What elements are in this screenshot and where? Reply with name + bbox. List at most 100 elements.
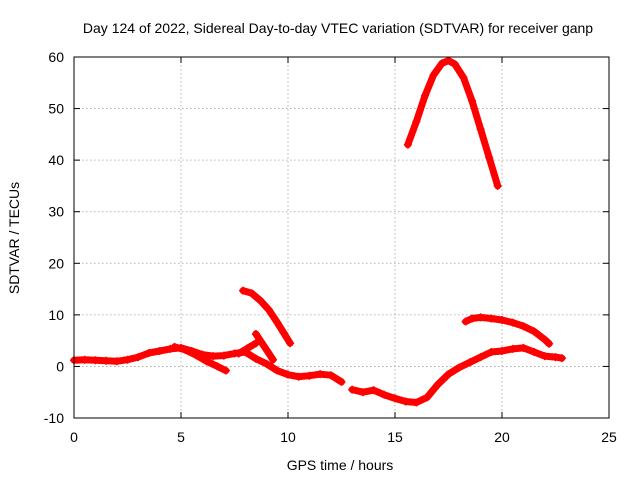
y-tick-label: 60 <box>48 49 64 65</box>
data-point <box>209 352 218 361</box>
data-point <box>530 347 539 356</box>
y-tick-label: 20 <box>48 255 64 271</box>
data-point <box>498 346 506 355</box>
data-point <box>260 342 269 351</box>
data-point <box>202 357 211 366</box>
data-point <box>433 380 442 389</box>
data-point <box>508 318 517 327</box>
data-point <box>423 393 432 402</box>
y-tick-label: 40 <box>48 152 64 168</box>
data-point <box>465 358 474 367</box>
data-point <box>403 140 412 149</box>
data-point <box>401 397 410 406</box>
data-point <box>181 345 190 354</box>
data-point <box>540 352 549 361</box>
data-point <box>461 317 470 326</box>
data-point <box>80 355 89 364</box>
series-band <box>404 57 502 190</box>
x-tick-label: 20 <box>494 429 510 445</box>
y-tick-label: 50 <box>48 101 64 117</box>
x-axis-label: GPS time / hours <box>287 457 394 473</box>
x-tick-label: 15 <box>387 429 403 445</box>
data-point <box>134 353 143 362</box>
data-point <box>519 343 528 352</box>
data-point <box>243 344 252 353</box>
data-point <box>508 344 517 353</box>
data-point <box>450 60 459 69</box>
data-point <box>102 356 111 365</box>
data-point <box>123 355 132 364</box>
series-arc-4 <box>234 339 260 358</box>
data-point <box>498 316 506 325</box>
data-point <box>438 59 447 68</box>
data-point <box>294 372 303 381</box>
data-point <box>493 181 502 190</box>
data-point <box>476 125 485 134</box>
data-point <box>279 328 288 337</box>
data-point <box>485 153 494 162</box>
data-point <box>444 56 453 65</box>
x-tick-label: 25 <box>601 429 617 445</box>
series-arc-8 <box>461 313 554 348</box>
data-point <box>144 349 153 358</box>
y-tick-label: -10 <box>44 410 64 426</box>
data-point <box>459 73 468 82</box>
grid-lines <box>74 57 609 418</box>
data-point <box>273 366 282 375</box>
data-point <box>540 335 549 344</box>
data-point <box>476 313 485 322</box>
data-point <box>455 363 464 372</box>
data-point <box>420 91 429 100</box>
data-point <box>262 359 271 368</box>
x-tick-label: 0 <box>70 429 78 445</box>
data-point <box>487 347 496 356</box>
data-point <box>557 354 566 363</box>
data-point <box>264 305 273 314</box>
data-point <box>213 362 222 371</box>
data-point <box>239 286 248 295</box>
series-arc-6 <box>348 343 566 407</box>
data-point <box>284 370 292 379</box>
x-tick-label: 10 <box>280 429 296 445</box>
data-point <box>256 296 265 305</box>
data-point <box>170 342 179 351</box>
data-point <box>155 346 164 355</box>
data-point <box>219 351 228 360</box>
y-tick-label: 30 <box>48 204 64 220</box>
data-point <box>369 386 378 395</box>
data-point <box>316 370 325 379</box>
series-arc-2 <box>170 342 230 375</box>
data-point <box>191 351 200 360</box>
data-point <box>112 357 121 366</box>
data-point <box>358 388 367 397</box>
data-point <box>91 356 100 365</box>
data-point <box>247 289 256 298</box>
data-point <box>429 71 438 80</box>
data-point <box>251 354 260 363</box>
data-point <box>545 339 554 348</box>
plot-frame <box>73 56 610 419</box>
axis-ticks <box>73 56 610 419</box>
chart-title: Day 124 of 2022, Sidereal Day-to-day VTE… <box>83 20 593 36</box>
data-series <box>70 56 566 407</box>
series-band <box>462 313 553 348</box>
data-point <box>412 117 421 126</box>
y-axis-label: SDTVAR / TECUs <box>6 182 22 294</box>
data-point <box>380 390 389 399</box>
data-point <box>468 96 477 105</box>
series-arc-3 <box>239 286 295 348</box>
data-point <box>551 353 560 362</box>
data-point <box>234 349 243 358</box>
data-point <box>487 314 496 323</box>
data-point <box>348 385 357 394</box>
data-point <box>444 370 453 379</box>
y-tick-label: 0 <box>56 358 64 374</box>
series-arc-5 <box>251 329 278 364</box>
data-point <box>412 398 421 407</box>
data-point <box>530 327 539 336</box>
data-point <box>221 366 230 375</box>
data-point <box>305 371 314 380</box>
data-point <box>468 314 477 323</box>
data-point <box>476 353 485 362</box>
